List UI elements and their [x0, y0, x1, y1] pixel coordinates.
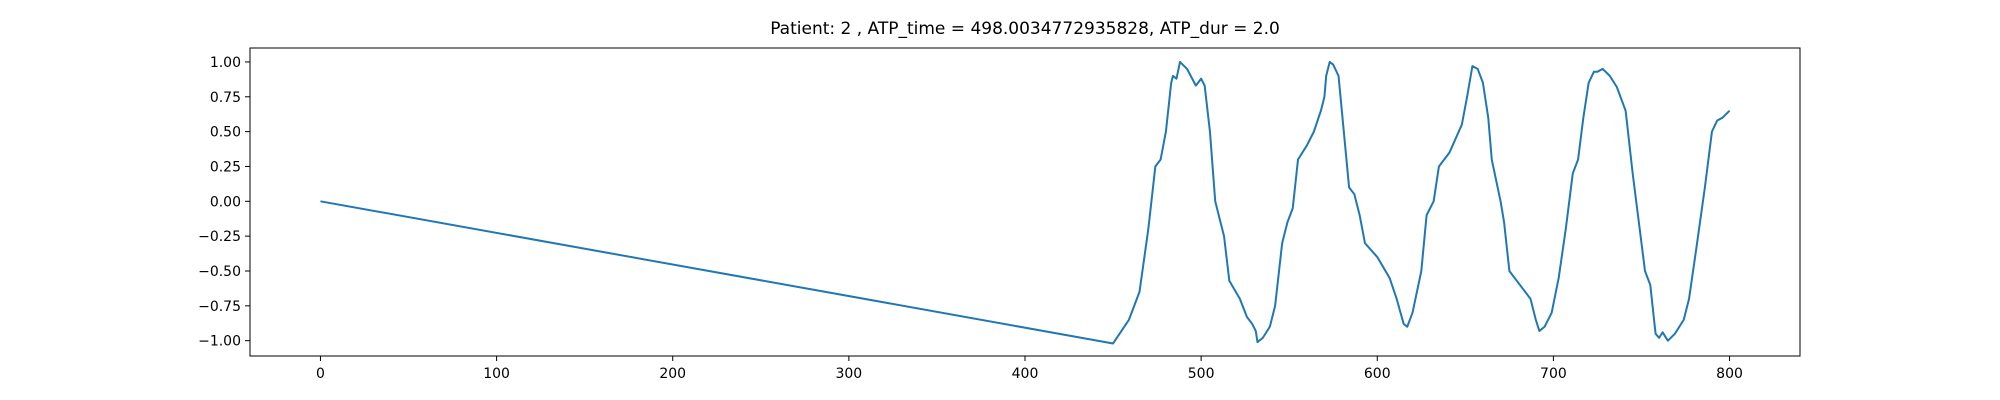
y-tick-label: 0.75 [210, 90, 241, 106]
x-tick-label: 800 [1716, 366, 1743, 382]
x-tick-label: 100 [483, 366, 510, 382]
axes-frame [249, 47, 1801, 357]
x-tick-label: 300 [835, 366, 862, 382]
chart-title: Patient: 2 , ATP_time = 498.003477293582… [770, 19, 1280, 39]
y-tick-label: −0.75 [198, 299, 241, 315]
y-tick-label: −0.50 [198, 264, 241, 280]
y-tick-label: 0.50 [210, 125, 241, 141]
x-tick-label: 200 [659, 366, 686, 382]
x-tick-label: 600 [1364, 366, 1391, 382]
x-tick-label: 500 [1188, 366, 1215, 382]
y-tick-label: 0.00 [210, 194, 241, 210]
y-tick-label: −0.25 [198, 229, 241, 245]
x-tick-label: 0 [316, 366, 325, 382]
x-tick-label: 400 [1012, 366, 1039, 382]
x-tick-label: 700 [1540, 366, 1567, 382]
data-line [320, 60, 1731, 345]
y-tick-label: 1.00 [210, 55, 241, 71]
y-tick-label: −1.00 [198, 334, 241, 350]
y-tick-label: 0.25 [210, 159, 241, 175]
